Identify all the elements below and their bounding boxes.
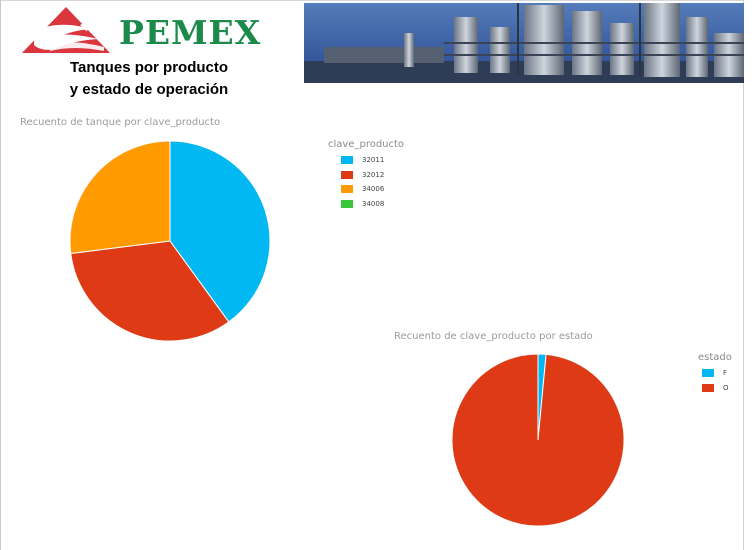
chart1-legend-swatch [341,156,353,164]
frame-right-border [743,0,744,550]
page-title-line1: Tanques por producto [69,59,229,76]
chart1-slice-34006[interactable] [69,140,171,255]
chart2-pie[interactable] [451,353,625,527]
page-title: Tanques por producto y estado de operaci… [38,57,260,101]
chart1-title: Recuento de tanque por clave_producto [20,117,221,128]
pemex-logo: PEMEX [6,3,300,55]
chart1-legend-item-34006[interactable]: 34006 [341,183,384,195]
chart1-legend-label: 34008 [362,199,385,208]
chart1-legend-item-34008[interactable]: 34008 [341,198,384,210]
chart2-legend-swatch [702,383,714,392]
frame-top-border [0,0,744,1]
chart2-legend-title: estado [698,352,732,363]
pemex-eagle-icon [22,7,110,53]
chart2-legend-item-F[interactable]: F [702,367,727,379]
page-title-line2: y estado de operación [69,81,229,98]
chart2-legend-swatch [702,369,714,377]
chart2-slice-O[interactable] [451,353,625,527]
chart2-legend-label: F [723,369,728,377]
chart1-legend-label: 32012 [362,170,385,179]
chart1-legend-swatch [341,185,353,193]
chart2-legend-label: O [723,383,729,392]
chart1-slice-32012[interactable] [70,240,230,342]
frame-left-border [0,0,1,550]
chart1-legend-item-32011[interactable]: 32011 [341,154,384,166]
chart2-legend-item-O[interactable]: O [702,382,729,394]
chart1-legend-title: clave_producto [328,139,405,150]
chart2-title: Recuento de clave_producto por estado [394,331,593,342]
chart1-pie[interactable] [69,140,271,342]
chart1-legend-label: 32011 [362,156,385,164]
pemex-wordmark: PEMEX [119,13,262,52]
chart1-legend-swatch [341,170,353,179]
refinery-banner-image [304,3,744,83]
chart1-slice-32011[interactable] [169,140,271,323]
chart1-legend-label: 34006 [362,185,385,193]
chart1-legend-item-32012[interactable]: 32012 [341,169,384,181]
chart1-legend-swatch [341,199,353,208]
